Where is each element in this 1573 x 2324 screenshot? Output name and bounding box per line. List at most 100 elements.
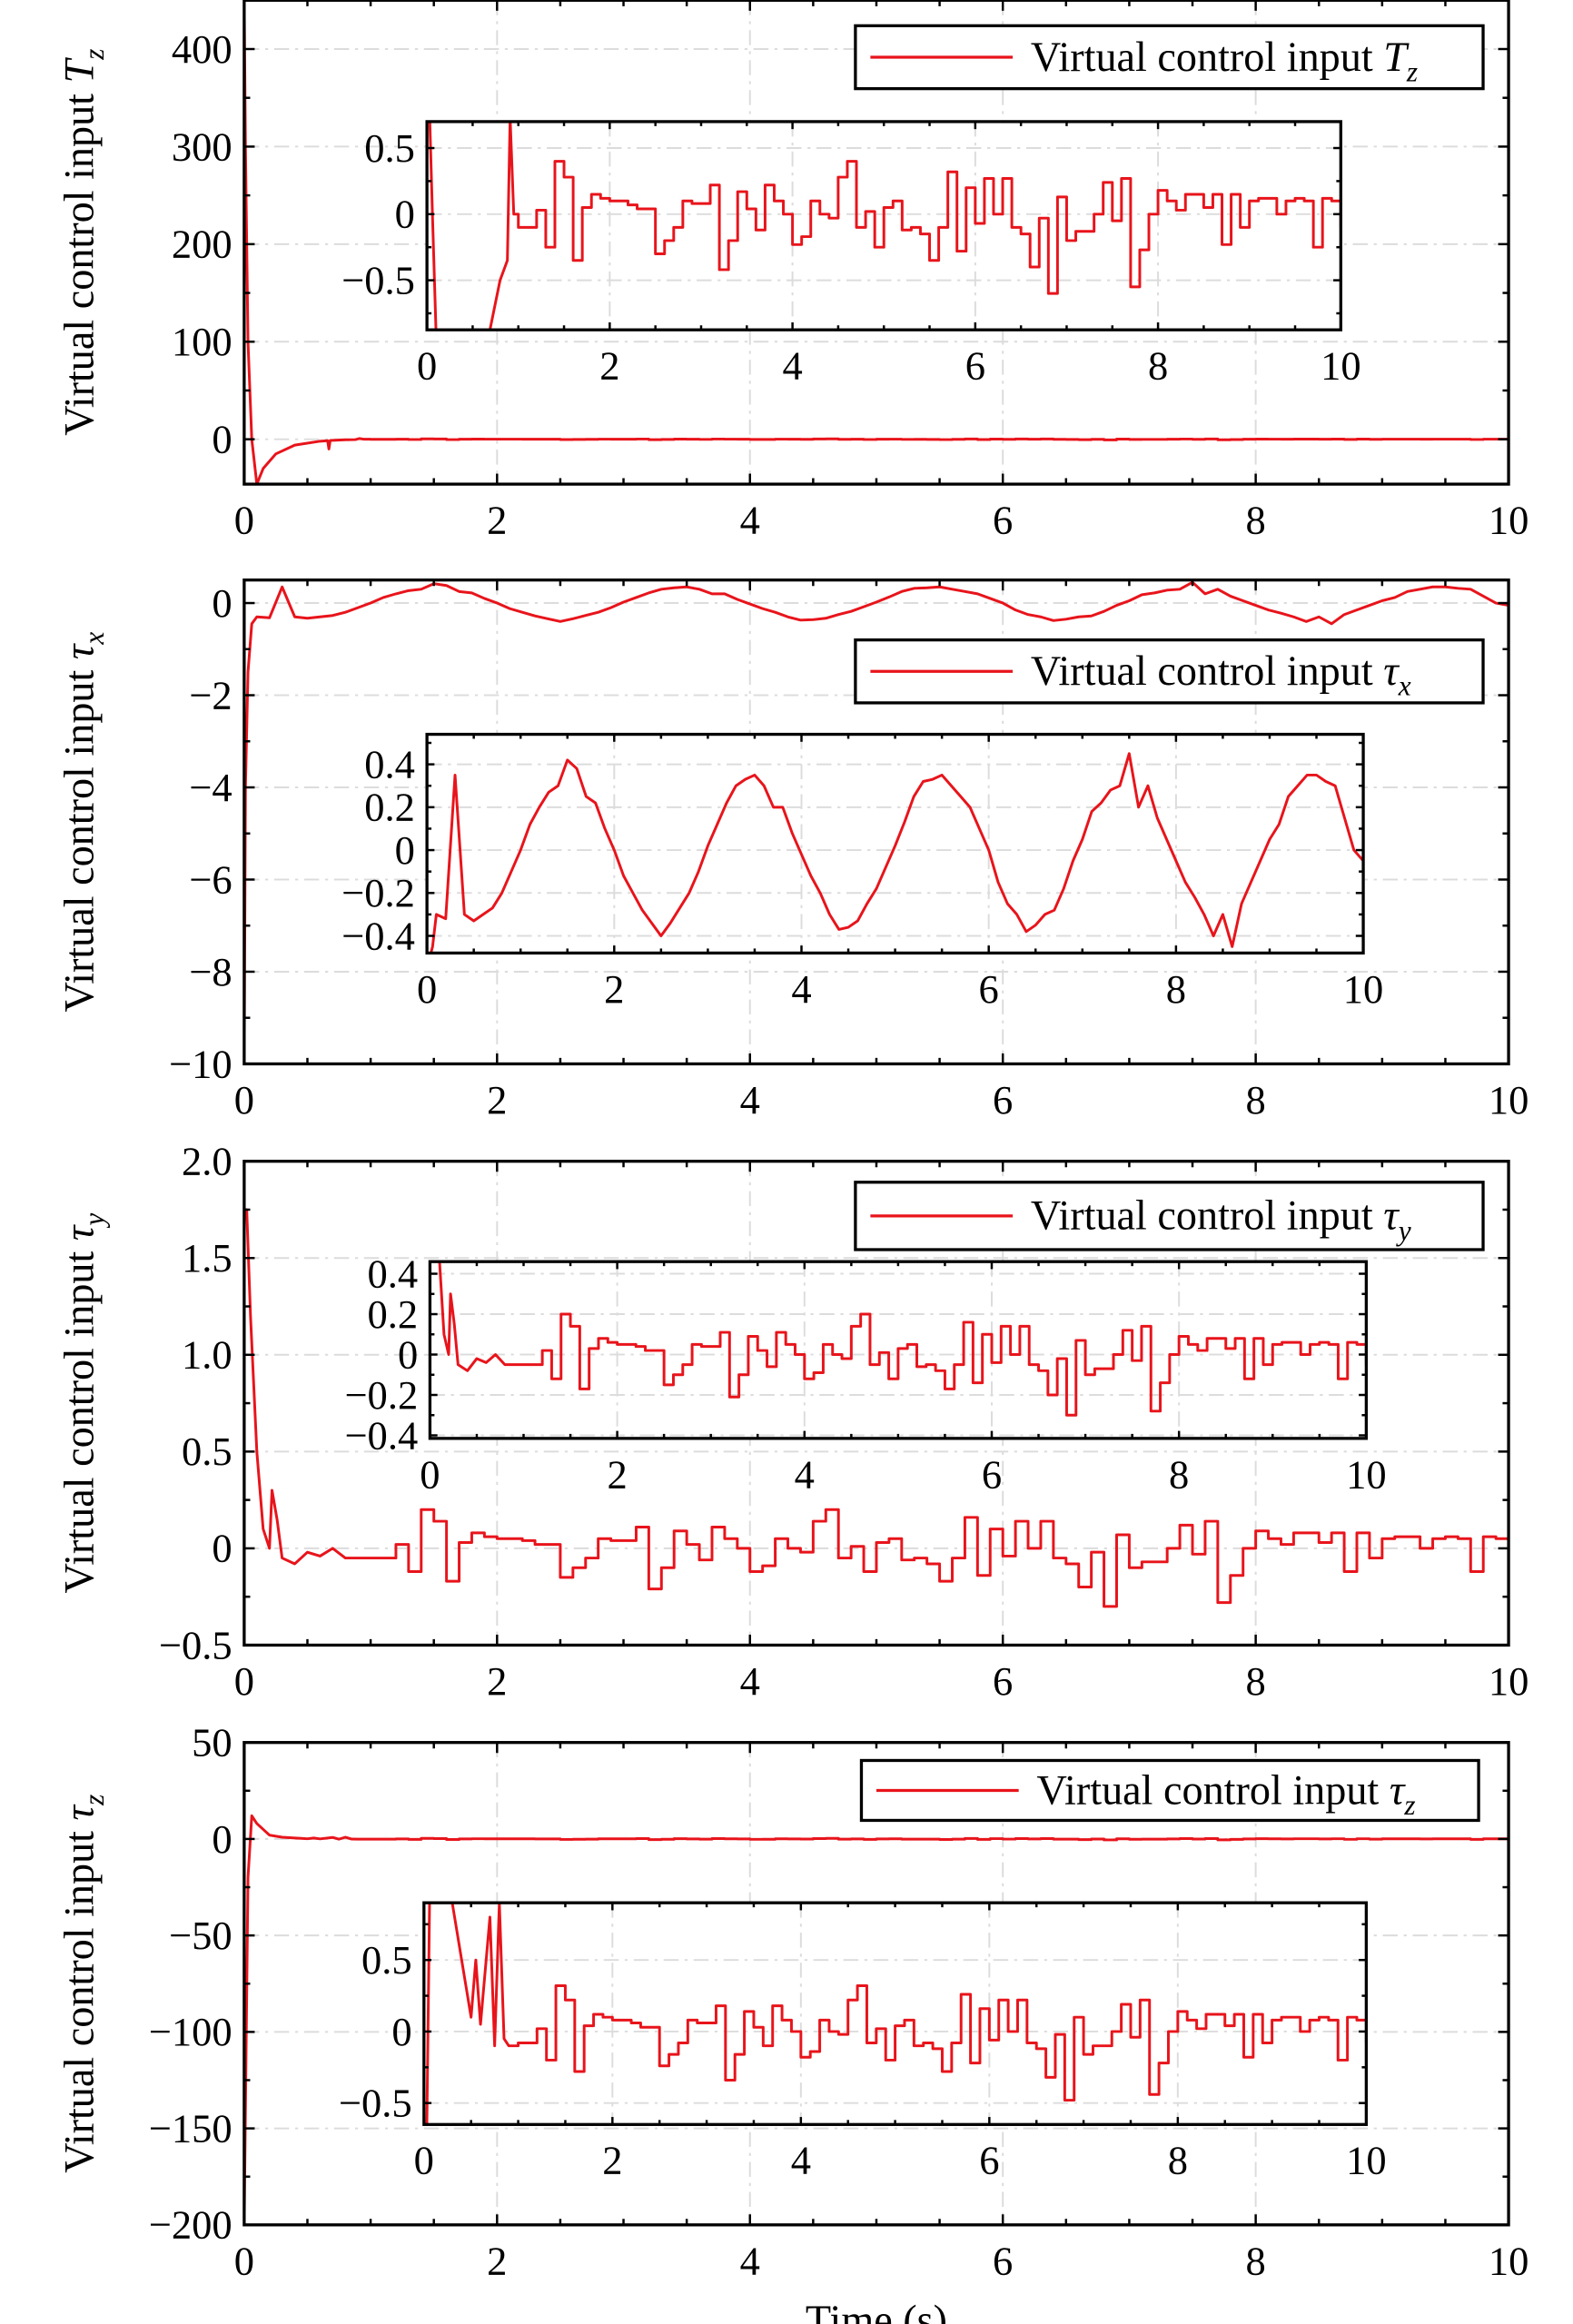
main-y-tick-label: 0.5 — [182, 1429, 232, 1474]
main-series-line — [243, 1814, 1509, 2225]
main-y-tick-label: 300 — [172, 124, 232, 169]
main-x-tick-label: 6 — [993, 498, 1013, 543]
main-x-tick-label: 10 — [1489, 498, 1529, 543]
main-x-tick-label: 10 — [1489, 2238, 1529, 2283]
inset-x-tick-label: 0 — [417, 343, 437, 389]
main-x-tick-label: 4 — [740, 1077, 760, 1122]
main-y-tick-label: −8 — [189, 949, 232, 994]
inset-y-tick-label: 0.2 — [364, 785, 415, 830]
main-x-tick-label: 4 — [740, 498, 760, 543]
legend-label: Virtual control input τx — [1031, 648, 1411, 702]
inset-y-tick-label: 0.5 — [364, 125, 415, 171]
inset-x-tick-label: 6 — [979, 2138, 999, 2183]
inset-frame — [425, 732, 1365, 955]
main-frame — [242, 0, 1510, 486]
inset-x-tick-label: 2 — [599, 343, 619, 389]
inset-x-tick-label: 8 — [1166, 966, 1186, 1012]
inset-x-tick-label: 4 — [795, 1451, 815, 1497]
inset-y-tick-label: 0.2 — [368, 1291, 419, 1337]
y-axis-label: Virtual control input Tz — [55, 49, 110, 436]
inset-y-tick-label: 0.4 — [364, 741, 415, 786]
inset-x-tick-label: 8 — [1168, 2138, 1188, 2183]
legend: Virtual control input τx — [854, 638, 1485, 705]
inset-y-tick-label: 0 — [391, 2009, 411, 2054]
inset-plot: 0 2 4 6 8 10−0.500.5 — [341, 120, 1361, 389]
inset-y-tick-label: −0.4 — [344, 1412, 418, 1458]
main-y-tick-label: −0.5 — [159, 1622, 232, 1667]
main-frame — [242, 579, 1510, 1066]
main-x-tick-label: 8 — [1245, 1077, 1265, 1122]
panel-4: 0 2 4 6 8 10 −200 −150 −100 −50 0 50 Virtual control… — [55, 1720, 1528, 2284]
inset-x-tick-label: 6 — [979, 966, 999, 1012]
inset-x-tick-label: 10 — [1346, 1451, 1387, 1497]
main-series-line — [243, 580, 1509, 1064]
inset-frame — [428, 1260, 1369, 1440]
main-y-tick-label: −50 — [169, 1913, 232, 1958]
main-x-tick-label: 2 — [487, 1658, 507, 1704]
legend-label: Virtual control input τz — [1036, 1766, 1415, 1821]
inset-x-tick-label: 4 — [782, 343, 802, 389]
main-x-tick-label: 2 — [487, 1077, 507, 1122]
main-y-tick-label: −100 — [149, 2009, 232, 2054]
main-x-tick-label: 0 — [234, 498, 254, 543]
main-y-tick-label: 0 — [212, 580, 232, 626]
inset-x-tick-label: 8 — [1148, 343, 1168, 389]
main-x-tick-label: 0 — [234, 2238, 254, 2283]
main-x-tick-label: 6 — [993, 2238, 1013, 2283]
inset-y-tick-label: 0.5 — [361, 1937, 412, 1983]
inset-plot: 0 2 4 6 8 10−0.4−0.200.20.4 — [344, 1251, 1386, 1497]
inset-x-tick-label: 2 — [607, 1451, 627, 1497]
main-x-tick-label: 8 — [1245, 1658, 1265, 1704]
inset-series-line — [428, 121, 1341, 331]
inset-frame — [422, 1901, 1369, 2126]
inset-y-tick-label: −0.5 — [339, 2081, 412, 2126]
main-x-tick-label: 4 — [740, 1658, 760, 1704]
inset-y-tick-label: −0.4 — [341, 913, 415, 958]
inset-series-line — [425, 1903, 1367, 2125]
inset-x-tick-label: 6 — [982, 1451, 1002, 1497]
main-x-tick-label: 0 — [234, 1077, 254, 1122]
main-y-tick-label: 1.0 — [182, 1332, 232, 1378]
main-y-tick-label: −200 — [149, 2202, 232, 2248]
inset-y-tick-label: −0.5 — [341, 257, 415, 302]
main-y-tick-label: 50 — [192, 1720, 232, 1765]
main-x-tick-label: 2 — [487, 498, 507, 543]
main-y-tick-label: 2.0 — [182, 1139, 232, 1184]
inset-y-tick-label: 0 — [398, 1331, 418, 1377]
legend: Virtual control input τy — [854, 1181, 1485, 1251]
main-x-tick-label: 8 — [1245, 2238, 1265, 2283]
main-y-tick-label: −6 — [189, 856, 232, 902]
main-y-tick-label: −10 — [169, 1041, 232, 1086]
inset-x-tick-label: 8 — [1169, 1451, 1189, 1497]
inset-x-tick-label: 2 — [602, 2138, 622, 2183]
main-y-tick-label: −150 — [149, 2105, 232, 2151]
main-x-tick-label: 0 — [234, 1658, 254, 1704]
inset-x-tick-label: 0 — [420, 1451, 440, 1497]
inset-x-tick-label: 10 — [1321, 343, 1361, 389]
inset-x-tick-label: 4 — [791, 966, 811, 1012]
main-y-tick-label: 1.5 — [182, 1235, 232, 1281]
main-x-tick-label: 2 — [487, 2238, 507, 2283]
main-frame — [242, 1160, 1510, 1647]
main-series-line — [243, 0, 1509, 485]
inset-x-tick-label: 6 — [965, 343, 985, 389]
main-x-tick-label: 6 — [993, 1077, 1013, 1122]
inset-series-line — [429, 752, 1364, 954]
legend-box — [854, 1181, 1485, 1251]
main-y-tick-label: 0 — [212, 417, 232, 462]
y-axis-label: Virtual control input τz — [55, 1795, 110, 2173]
legend: Virtual control input Tz — [854, 24, 1485, 91]
inset-x-tick-label: 4 — [791, 2138, 811, 2183]
y-axis-label: Virtual control input τx — [55, 632, 110, 1013]
inset-x-tick-label: 0 — [414, 2138, 434, 2183]
main-frame — [242, 1741, 1510, 2227]
y-axis-label: Virtual control input τy — [55, 1213, 110, 1594]
main-x-tick-label: 6 — [993, 1658, 1013, 1704]
main-y-tick-label: 0 — [212, 1526, 232, 1571]
legend-label: Virtual control input Tz — [1031, 34, 1418, 88]
inset-y-tick-label: −0.2 — [341, 870, 415, 915]
legend: Virtual control input τz — [859, 1758, 1480, 1823]
